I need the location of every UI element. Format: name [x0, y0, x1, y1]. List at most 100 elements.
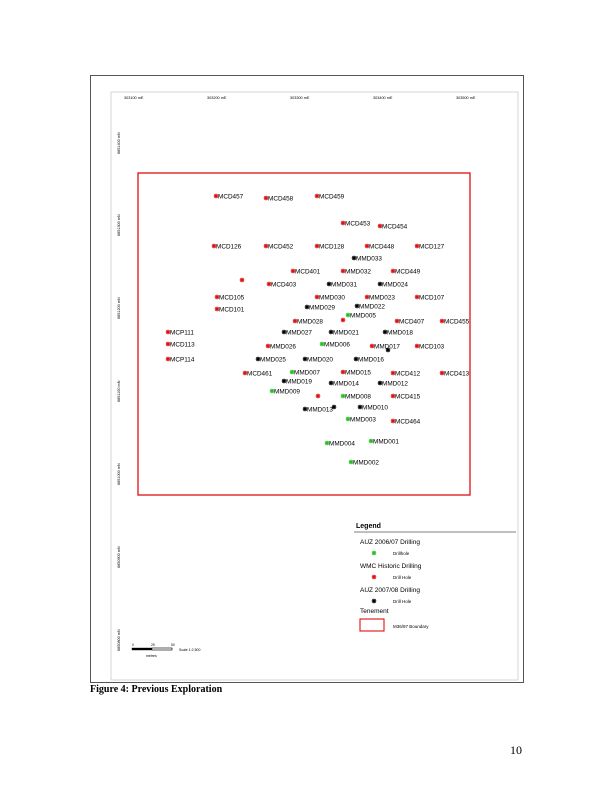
drill-hole-marker	[385, 347, 391, 353]
legend-tenement-heading: Tenement	[360, 608, 389, 615]
drill-hole-label: MMD026	[270, 343, 296, 350]
legend-item-label: Drill Hole	[393, 575, 412, 580]
drill-hole-label: MMD017	[374, 343, 400, 350]
scale-units: metres	[146, 654, 157, 658]
drill-hole-label: MCD448	[369, 243, 395, 250]
drill-hole-marker	[439, 370, 445, 376]
scale-tick-label: 0	[132, 643, 134, 647]
drill-hole-label: MCD403	[271, 281, 297, 288]
drill-hole-label: MCD415	[395, 393, 421, 400]
drill-hole-marker	[324, 440, 330, 446]
drill-hole-label: MMD010	[362, 404, 388, 411]
drill-hole-marker	[314, 243, 320, 249]
easting-label: 303200 mE	[207, 96, 227, 100]
drill-hole-marker	[340, 268, 346, 274]
drill-hole-label: MCP114	[170, 356, 195, 363]
drill-hole-marker	[377, 281, 383, 287]
drill-hole-label: MCD103	[419, 343, 445, 350]
drill-hole-marker	[345, 312, 351, 318]
drill-hole-marker	[390, 268, 396, 274]
drill-hole-marker	[331, 404, 337, 410]
drill-hole-label: MCD452	[268, 243, 294, 250]
drill-hole-marker	[394, 318, 400, 324]
drill-hole-marker	[263, 195, 269, 201]
drill-hole-marker	[269, 388, 275, 394]
legend-group-heading: AUZ 2006/07 Drilling	[360, 539, 420, 546]
drill-hole-label: MMD022	[359, 303, 385, 310]
drill-hole-marker	[165, 356, 171, 362]
drill-hole-marker	[281, 378, 287, 384]
map-inner-border	[110, 91, 519, 681]
drill-hole-marker	[165, 329, 171, 335]
drill-hole-label: MMD005	[350, 312, 376, 319]
drill-hole-label: MCD113	[170, 341, 195, 348]
drill-hole-marker	[364, 294, 370, 300]
scale-bar: metres Scale 1:2,500 0 25 50	[131, 643, 200, 658]
drill-hole-marker	[302, 356, 308, 362]
drill-hole-label: MCD107	[419, 294, 445, 301]
drill-hole-label: MMD030	[319, 294, 345, 301]
drill-hole-label: MCD461	[247, 370, 273, 377]
drill-hole-marker	[414, 243, 420, 249]
drill-hole-marker	[345, 416, 351, 422]
drill-hole-label: MCD449	[395, 268, 421, 275]
drill-hole-label: MMD018	[387, 329, 413, 336]
drill-hole-label: MMD002	[353, 459, 379, 466]
drill-hole-marker	[369, 343, 375, 349]
scale-tick-label: 25	[151, 643, 155, 647]
drill-hole-label: MMD009	[274, 388, 300, 395]
drill-hole-label: MMD029	[309, 304, 335, 311]
drill-hole-label: MMD031	[331, 281, 357, 288]
northing-label: 6851300 mN	[117, 214, 121, 236]
drill-hole-marker	[255, 356, 261, 362]
drill-hole-label: MMD008	[345, 393, 371, 400]
drill-hole-marker	[281, 329, 287, 335]
drill-hole-label: MCD413	[444, 370, 470, 377]
northing-label: 6850800 mN	[117, 629, 121, 651]
drill-hole-label: MMD025	[260, 356, 286, 363]
legend-item-label: Drill Hole	[393, 599, 412, 604]
drill-hole-label: MCD464	[395, 418, 421, 425]
drill-hole-label: MCD126	[216, 243, 242, 250]
drill-hole-marker	[354, 303, 360, 309]
exploration-map: 303100 mE 303200 mE 303300 mE 303400 mE 3035…	[110, 91, 519, 681]
drill-hole-label: MCD459	[319, 193, 345, 200]
easting-label: 303300 mE	[290, 96, 310, 100]
map-frame: 303100 mE 303200 mE 303300 mE 303400 mE 3035…	[90, 75, 524, 683]
drill-hole-marker	[364, 243, 370, 249]
drill-hole-marker	[340, 369, 346, 375]
drill-hole-marker	[213, 193, 219, 199]
drill-hole-label: MCD457	[218, 193, 244, 200]
drill-hole-label: MMD006	[324, 341, 350, 348]
legend-group-heading: WMC Historic Drilling	[360, 563, 422, 570]
drill-hole-label: MMD015	[345, 369, 371, 376]
drill-hole-marker	[390, 418, 396, 424]
easting-label: 303500 mE	[456, 96, 476, 100]
legend-title: Legend	[356, 523, 381, 530]
drill-hole-marker	[302, 406, 308, 412]
drill-hole-marker	[266, 281, 272, 287]
drill-hole-label: MCD105	[219, 294, 245, 301]
drill-hole-marker	[377, 380, 383, 386]
page-number: 10	[510, 743, 522, 757]
northing-label: 6851000 mN	[117, 463, 121, 485]
drill-hole-label: MCP111	[170, 329, 194, 336]
drill-hole-label: MMD027	[286, 329, 312, 336]
drill-hole-marker	[328, 329, 334, 335]
drill-hole-label: MMD016	[358, 356, 384, 363]
northing-label: 6851400 mN	[117, 132, 121, 154]
drill-hole-label: MCD458	[268, 195, 294, 202]
figure-caption: Figure 4: Previous Exploration	[90, 684, 223, 695]
drill-hole-marker	[165, 341, 171, 347]
drill-hole-marker	[314, 193, 320, 199]
drill-hole-label: MCD401	[295, 268, 321, 275]
drill-hole-marker	[319, 341, 325, 347]
drill-hole-marker	[214, 306, 220, 312]
legend: Legend AUZ 2006/07 Drilling Drillhole WMC …	[354, 523, 516, 632]
drill-hole-marker	[211, 243, 217, 249]
drill-hole-marker	[439, 318, 445, 324]
tenement-boundary	[137, 172, 471, 496]
drill-hole-label: MCD407	[399, 318, 425, 325]
scale-label: Scale 1:2,500	[179, 648, 200, 652]
drill-hole-marker	[340, 220, 346, 226]
